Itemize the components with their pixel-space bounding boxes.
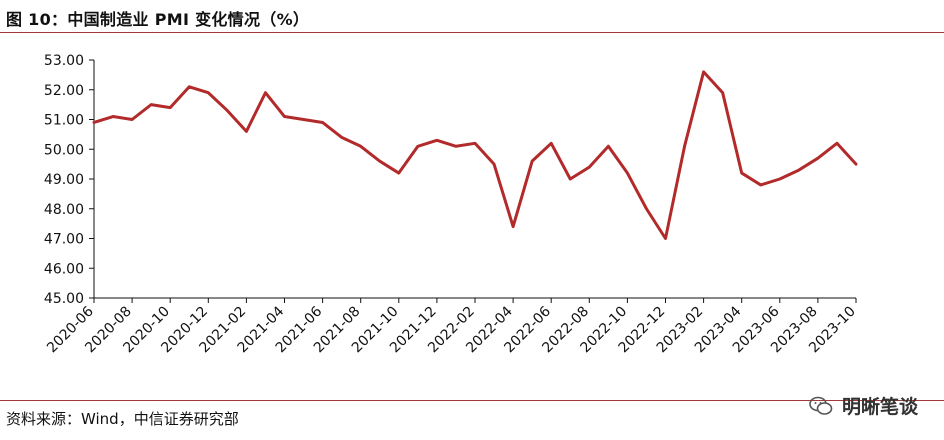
wechat-icon: [809, 396, 833, 415]
data-point: [378, 159, 381, 163]
x-axis: 2020-062020-082020-102020-122021-022021-…: [44, 297, 859, 356]
data-point: [530, 159, 534, 163]
data-point: [645, 207, 648, 210]
y-tick-label: 48.00: [44, 202, 84, 218]
data-point: [835, 142, 839, 145]
data-point: [492, 162, 496, 166]
data-point: [778, 177, 781, 181]
pmi-line-chart: 45.00 46.00 47.00 48.00 49.00 50.00 51.00 52.00…: [44, 53, 859, 356]
watermark-text: 明晰笔谈: [841, 396, 918, 418]
data-point: [759, 183, 762, 187]
data-point: [92, 121, 96, 124]
y-tick-label: 46.00: [44, 261, 84, 277]
y-tick-label: 49.00: [44, 172, 84, 188]
chart-title: 图 10：中国制造业 PMI 变化情况（%）: [6, 10, 310, 29]
data-point: [302, 118, 305, 121]
bottom-divider: [0, 400, 944, 401]
data-point: [854, 162, 858, 166]
plot-area: [92, 70, 858, 240]
data-point: [416, 145, 420, 148]
data-point: [511, 225, 515, 228]
data-point: [130, 118, 134, 121]
data-point: [340, 136, 343, 139]
data-point: [664, 237, 667, 240]
data-point: [111, 115, 115, 118]
data-point: [188, 85, 191, 88]
y-axis: 45.00 46.00 47.00 48.00 49.00 50.00 51.00 52.00…: [44, 53, 95, 307]
data-point: [816, 156, 820, 160]
data-point: [454, 145, 458, 148]
data-point: [359, 145, 362, 148]
y-tick-label: 53.00: [44, 53, 84, 69]
top-divider: [0, 32, 944, 33]
data-point: [226, 109, 229, 112]
y-tick-label: 51.00: [44, 113, 84, 129]
series-line: [92, 70, 858, 240]
data-point: [283, 115, 286, 118]
data-point: [397, 171, 400, 175]
data-point: [169, 106, 172, 109]
source-note: 资料来源：Wind，中信证券研究部: [6, 410, 239, 428]
data-point: [607, 145, 610, 148]
data-point: [588, 165, 591, 169]
data-point: [721, 91, 724, 94]
y-tick-label: 45.00: [44, 291, 84, 307]
data-point: [245, 130, 248, 133]
data-point: [321, 121, 324, 124]
data-point: [264, 91, 267, 94]
data-point: [740, 171, 743, 175]
data-point: [473, 142, 477, 145]
y-tick-label: 50.00: [44, 142, 84, 158]
data-point: [683, 145, 686, 148]
data-point: [207, 91, 210, 94]
data-point: [702, 70, 705, 74]
data-point: [149, 103, 153, 106]
data-point: [435, 139, 439, 142]
data-point: [797, 168, 801, 172]
watermark: 明晰笔谈: [808, 392, 918, 419]
data-point: [550, 142, 553, 145]
y-tick-label: 52.00: [44, 83, 84, 99]
data-point: [626, 171, 629, 175]
data-point: [569, 177, 572, 181]
y-tick-label: 47.00: [44, 232, 84, 248]
